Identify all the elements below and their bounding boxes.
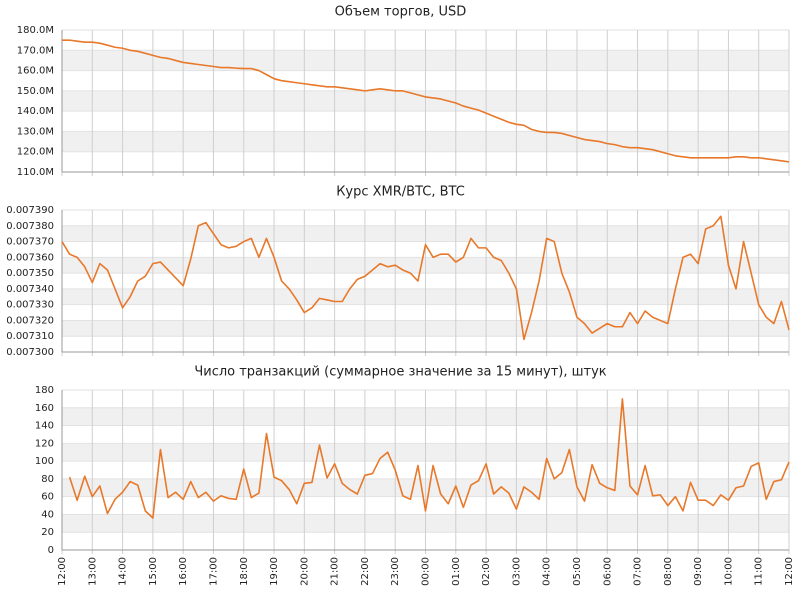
y-tick-label: 180.0M	[17, 25, 54, 36]
x-tick-label: 22:00	[360, 557, 371, 586]
y-tick-label: 140.0M	[17, 106, 54, 117]
x-tick-label: 08:00	[663, 557, 674, 586]
y-tick-label: 180	[35, 385, 54, 396]
y-tick-label: 140	[35, 421, 54, 432]
data-line	[68, 398, 790, 519]
x-tick-label: 00:00	[421, 557, 432, 586]
x-tick-label: 18:00	[239, 557, 250, 586]
y-tick-label: 150.0M	[17, 86, 54, 97]
x-tick-label: 06:00	[602, 557, 613, 586]
y-tick-label: 0.007390	[6, 205, 54, 216]
x-tick-label: 17:00	[208, 557, 219, 586]
chart-title: Число транзакций (суммарное значение за …	[194, 365, 606, 380]
y-tick-label: 40	[41, 509, 54, 520]
x-tick-label: 12:00	[57, 557, 68, 586]
y-tick-label: 20	[41, 527, 54, 538]
x-tick-label: 20:00	[299, 557, 310, 586]
x-tick-label: 04:00	[542, 557, 553, 586]
y-tick-label: 80	[41, 474, 54, 485]
data-line	[62, 39, 790, 163]
y-tick-label: 0.007330	[6, 300, 54, 311]
x-tick-label: 10:00	[723, 557, 734, 586]
x-tick-label: 02:00	[481, 557, 492, 586]
y-tick-label: 0.007380	[6, 221, 54, 232]
x-tick-label: 05:00	[572, 557, 583, 586]
data-line	[61, 215, 790, 341]
y-tick-label: 0.007320	[6, 315, 54, 326]
chart-title: Объем торгов, USD	[335, 5, 467, 20]
x-tick-label: 15:00	[148, 557, 159, 586]
x-tick-label: 14:00	[118, 557, 129, 586]
y-tick-label: 0.007360	[6, 252, 54, 263]
y-tick-label: 120.0M	[17, 147, 54, 158]
x-tick-label: 09:00	[693, 557, 704, 586]
y-tick-label: 100	[35, 456, 54, 467]
y-tick-label: 0.007310	[6, 331, 54, 342]
x-tick-label: 01:00	[451, 557, 462, 586]
y-tick-label: 0	[48, 545, 54, 556]
y-tick-label: 170.0M	[17, 45, 54, 56]
x-tick-label: 13:00	[87, 557, 98, 586]
y-tick-label: 60	[41, 492, 54, 503]
y-tick-label: 0.007300	[6, 347, 54, 358]
x-tick-label: 16:00	[178, 557, 189, 586]
y-tick-label: 0.007350	[6, 268, 54, 279]
x-tick-label: 23:00	[390, 557, 401, 586]
y-tick-label: 130.0M	[17, 126, 54, 137]
x-tick-label: 03:00	[511, 557, 522, 586]
x-tick-label: 11:00	[754, 557, 765, 586]
y-tick-label: 0.007340	[6, 284, 54, 295]
y-tick-label: 160	[35, 403, 54, 414]
x-tick-label: 12:00	[784, 557, 795, 586]
y-tick-label: 0.007370	[6, 237, 54, 248]
y-tick-label: 120	[35, 438, 54, 449]
y-tick-label: 160.0M	[17, 66, 54, 77]
x-tick-label: 21:00	[330, 557, 341, 586]
x-tick-label: 07:00	[633, 557, 644, 586]
y-tick-label: 110.0M	[17, 167, 54, 178]
x-tick-label: 19:00	[269, 557, 280, 586]
chart-title: Курс XMR/BTC, BTC	[336, 185, 465, 200]
